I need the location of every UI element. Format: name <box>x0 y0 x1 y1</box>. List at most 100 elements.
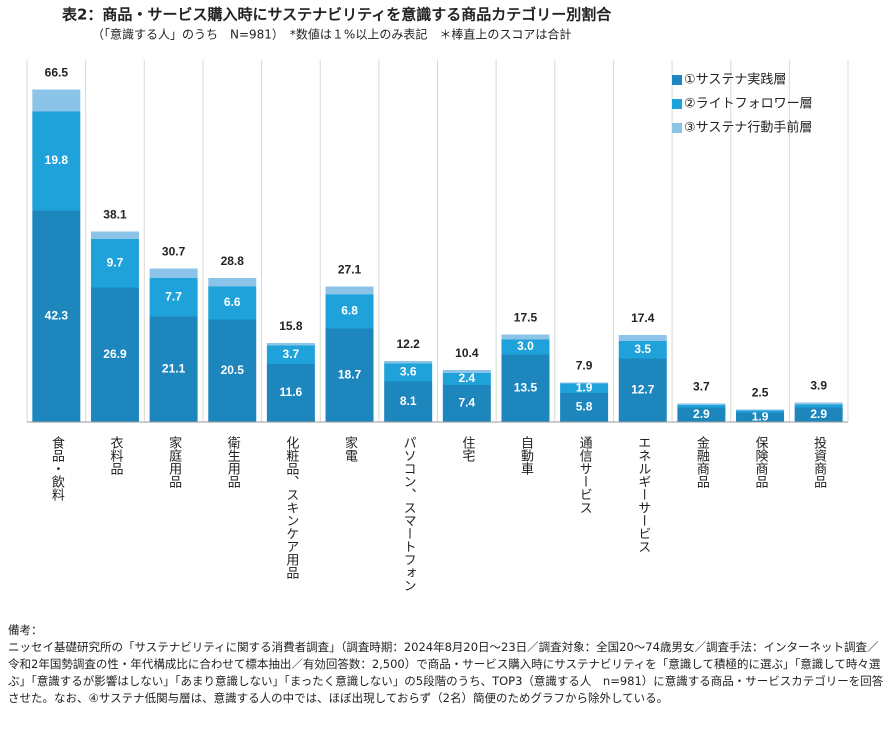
x-tick-label: 保険商品 <box>753 436 769 488</box>
bar-segment <box>442 385 491 422</box>
bar-segment <box>32 89 81 112</box>
total-label: 30.7 <box>162 245 186 259</box>
x-tick-label: 家電 <box>342 435 358 462</box>
bar-segment <box>325 328 374 422</box>
value-label: 9.7 <box>107 255 124 269</box>
total-label: 2.5 <box>752 386 769 400</box>
bar-segment <box>90 231 139 239</box>
bar-segment <box>560 383 609 393</box>
value-label: 12.7 <box>631 382 655 396</box>
value-label: 13.5 <box>514 380 538 394</box>
bar-segment <box>736 409 785 411</box>
bar-segment <box>560 393 609 422</box>
notes-text: ニッセイ基礎研究所の「サステナビリティに関する消費者調査」（調査時期：2024年… <box>8 640 884 705</box>
x-tick-label: 通信サービス <box>577 436 593 514</box>
bar-segment <box>325 294 374 329</box>
notes: 備考： ニッセイ基礎研究所の「サステナビリティに関する消費者調査」（調査時期：2… <box>8 622 886 707</box>
x-tick-label: 化粧品、スキンケア用品 <box>283 436 299 579</box>
bar-segment <box>208 286 257 320</box>
legend-swatch <box>672 75 682 85</box>
bar-segment <box>32 111 81 211</box>
value-label: 21.1 <box>162 361 186 375</box>
value-label: 2.9 <box>693 407 710 421</box>
bar-segment <box>560 382 609 384</box>
total-label: 7.9 <box>576 359 593 373</box>
value-label: 18.7 <box>338 367 362 381</box>
total-label: 3.7 <box>693 380 710 394</box>
value-label: 6.8 <box>341 304 358 318</box>
value-label: 2.4 <box>458 371 475 385</box>
total-label: 28.8 <box>221 254 245 268</box>
total-label: 17.5 <box>514 311 538 325</box>
total-label: 12.2 <box>396 337 420 351</box>
value-label: 42.3 <box>45 308 69 322</box>
bar-segment <box>384 381 433 422</box>
total-label: 66.5 <box>45 66 69 80</box>
bar-segment <box>442 370 491 373</box>
value-label: 26.9 <box>103 347 127 361</box>
bar-segment <box>384 361 433 364</box>
value-label: 7.7 <box>165 289 182 303</box>
bar-segment <box>618 335 667 341</box>
value-label: 19.8 <box>45 153 69 167</box>
value-label: 3.7 <box>283 347 300 361</box>
bar-segment <box>442 373 491 385</box>
bar-segment <box>501 339 550 355</box>
bar-segment <box>677 403 726 405</box>
value-label: 1.9 <box>752 409 769 423</box>
chart: 表2：商品・サービス購入時にサステナビリティを意識する商品カテゴリー別割合 （「… <box>26 6 849 592</box>
bar-segment <box>677 405 726 408</box>
x-tick-label: 投資商品 <box>811 435 827 488</box>
bar-segment <box>149 278 198 317</box>
bar-segment <box>266 364 315 422</box>
total-label: 38.1 <box>103 208 127 222</box>
value-label: 5.8 <box>576 400 593 414</box>
total-label: 27.1 <box>338 263 362 277</box>
bar-segment <box>501 334 550 340</box>
bar-segment <box>208 319 257 422</box>
bar-segment <box>325 286 374 295</box>
total-label: 3.9 <box>810 379 827 393</box>
legend-swatch <box>672 123 682 133</box>
bar-segment <box>208 278 257 287</box>
bar-segment <box>677 407 726 422</box>
value-label: 6.6 <box>224 295 241 309</box>
bar-segment <box>618 358 667 422</box>
bar-segment <box>501 354 550 422</box>
bar-segment <box>736 412 785 422</box>
bar-segment <box>266 343 315 346</box>
total-label: 17.4 <box>631 311 655 325</box>
value-label: 8.1 <box>400 394 417 408</box>
x-tick-label: 家庭用品 <box>166 435 182 488</box>
bar-segment <box>618 341 667 359</box>
chart-subtitle: （「意識する人」のうち N=981） *数値は１%以上のみ表記 ＊棒直上のスコア… <box>92 27 571 42</box>
value-label: 3.0 <box>517 339 534 353</box>
bar-segment <box>149 316 198 422</box>
legend-label: ②ライトフォロワー層 <box>684 97 813 112</box>
bar-segment <box>794 402 843 405</box>
x-tick-label: 衛生用品 <box>225 436 241 488</box>
bar-segment <box>736 410 785 413</box>
bar-segment <box>794 404 843 408</box>
bar-segment <box>32 210 81 422</box>
value-label: 2.9 <box>810 407 827 421</box>
value-label: 3.6 <box>400 365 417 379</box>
notes-heading: 備考： <box>8 623 43 637</box>
x-tick-label: 自動車 <box>518 436 534 475</box>
x-tick-label: 金融商品 <box>694 435 710 488</box>
x-tick-label: パソコン、スマートフォン <box>401 436 417 592</box>
value-label: 20.5 <box>221 363 245 377</box>
bar-segment <box>384 363 433 382</box>
chart-title: 表2：商品・サービス購入時にサステナビリティを意識する商品カテゴリー別割合 <box>62 6 612 24</box>
bar-segment <box>90 287 139 422</box>
value-label: 11.6 <box>280 385 303 399</box>
total-label: 15.8 <box>279 319 303 333</box>
total-label: 10.4 <box>455 346 479 360</box>
value-label: 1.9 <box>576 380 593 394</box>
legend-label: ③サステナ行動手前層 <box>684 120 812 136</box>
value-label: 7.4 <box>458 396 475 410</box>
bar-segment <box>90 239 139 288</box>
bar-segment <box>794 407 843 422</box>
value-label: 3.5 <box>634 342 651 356</box>
